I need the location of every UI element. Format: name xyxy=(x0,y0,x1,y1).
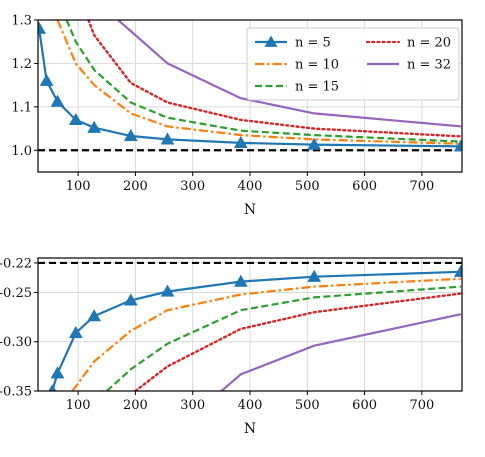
x-tick-label: 300 xyxy=(180,179,205,194)
legend: n = 5 n = 10 n = 15 n = 20 n = 32 xyxy=(246,27,460,101)
y-tick-label: -0.22 xyxy=(0,256,32,271)
data-point-marker xyxy=(39,73,54,86)
y-tick-label: 1.3 xyxy=(11,14,32,29)
data-point-marker xyxy=(160,132,175,145)
series-line-n5 xyxy=(51,270,461,391)
series-line-n10 xyxy=(71,277,461,391)
x-tick-label: 100 xyxy=(66,398,91,413)
series-line-n15 xyxy=(106,285,461,391)
x-tick-label: 100 xyxy=(66,179,91,194)
x-tick-label: 700 xyxy=(409,398,434,413)
y-tick-label: -0.35 xyxy=(0,385,32,400)
bottom-chart: 100 200 300 400 500 600 700 -0.35 -0.30 -0.25 -0.2… xyxy=(0,256,463,437)
data-point-marker xyxy=(87,309,102,322)
plot-area xyxy=(38,20,462,152)
legend-label: n = 5 xyxy=(295,36,331,51)
x-tick-label: 400 xyxy=(238,179,263,194)
x-tick-label: 300 xyxy=(180,398,205,413)
x-tick-label: 400 xyxy=(238,398,263,413)
x-axis-label: N xyxy=(244,421,256,437)
y-tick-label: 1.2 xyxy=(11,57,32,72)
series-line-n32 xyxy=(117,20,461,128)
x-tick-label: 600 xyxy=(352,179,377,194)
x-axis-label: N xyxy=(244,202,256,218)
x-tick-label: 600 xyxy=(352,398,377,413)
data-point-marker xyxy=(307,137,322,150)
legend-label: n = 20 xyxy=(407,36,451,51)
legend-label: n = 10 xyxy=(295,58,339,73)
legend-marker xyxy=(264,35,278,47)
y-tick-label: 1.0 xyxy=(11,144,32,159)
series-line-n20 xyxy=(87,20,462,138)
data-point-marker xyxy=(50,94,65,107)
data-point-marker xyxy=(38,21,47,34)
data-point-marker xyxy=(453,264,462,277)
y-tick-label: 1.1 xyxy=(11,100,32,115)
data-point-marker xyxy=(68,325,83,338)
legend-label: n = 15 xyxy=(295,80,339,95)
data-point-marker xyxy=(123,293,138,306)
x-tick-label: 200 xyxy=(123,179,148,194)
series-line-n10 xyxy=(56,20,461,145)
data-point-marker xyxy=(68,112,83,126)
data-point-marker xyxy=(48,383,57,391)
series-line-n5 xyxy=(38,28,461,148)
series-line-n20 xyxy=(134,292,462,391)
data-point-marker xyxy=(123,128,138,142)
data-point-marker xyxy=(453,139,462,152)
x-tick-label: 500 xyxy=(295,398,320,413)
x-tick-label: 500 xyxy=(295,179,320,194)
legend-box xyxy=(246,27,460,101)
data-point-marker xyxy=(160,284,175,297)
data-point-marker xyxy=(233,135,248,149)
series-line-n15 xyxy=(65,20,461,143)
data-point-marker xyxy=(87,120,102,133)
y-tick-label: -0.30 xyxy=(0,335,32,350)
plot-area xyxy=(38,261,462,391)
data-point-marker xyxy=(233,274,248,287)
y-tick-label: -0.25 xyxy=(0,286,32,301)
legend-label: n = 32 xyxy=(407,58,451,73)
series-line-n32 xyxy=(220,313,462,391)
data-point-marker xyxy=(307,269,322,282)
data-point-marker xyxy=(50,366,65,379)
x-tick-label: 700 xyxy=(409,179,434,194)
x-tick-label: 200 xyxy=(123,398,148,413)
